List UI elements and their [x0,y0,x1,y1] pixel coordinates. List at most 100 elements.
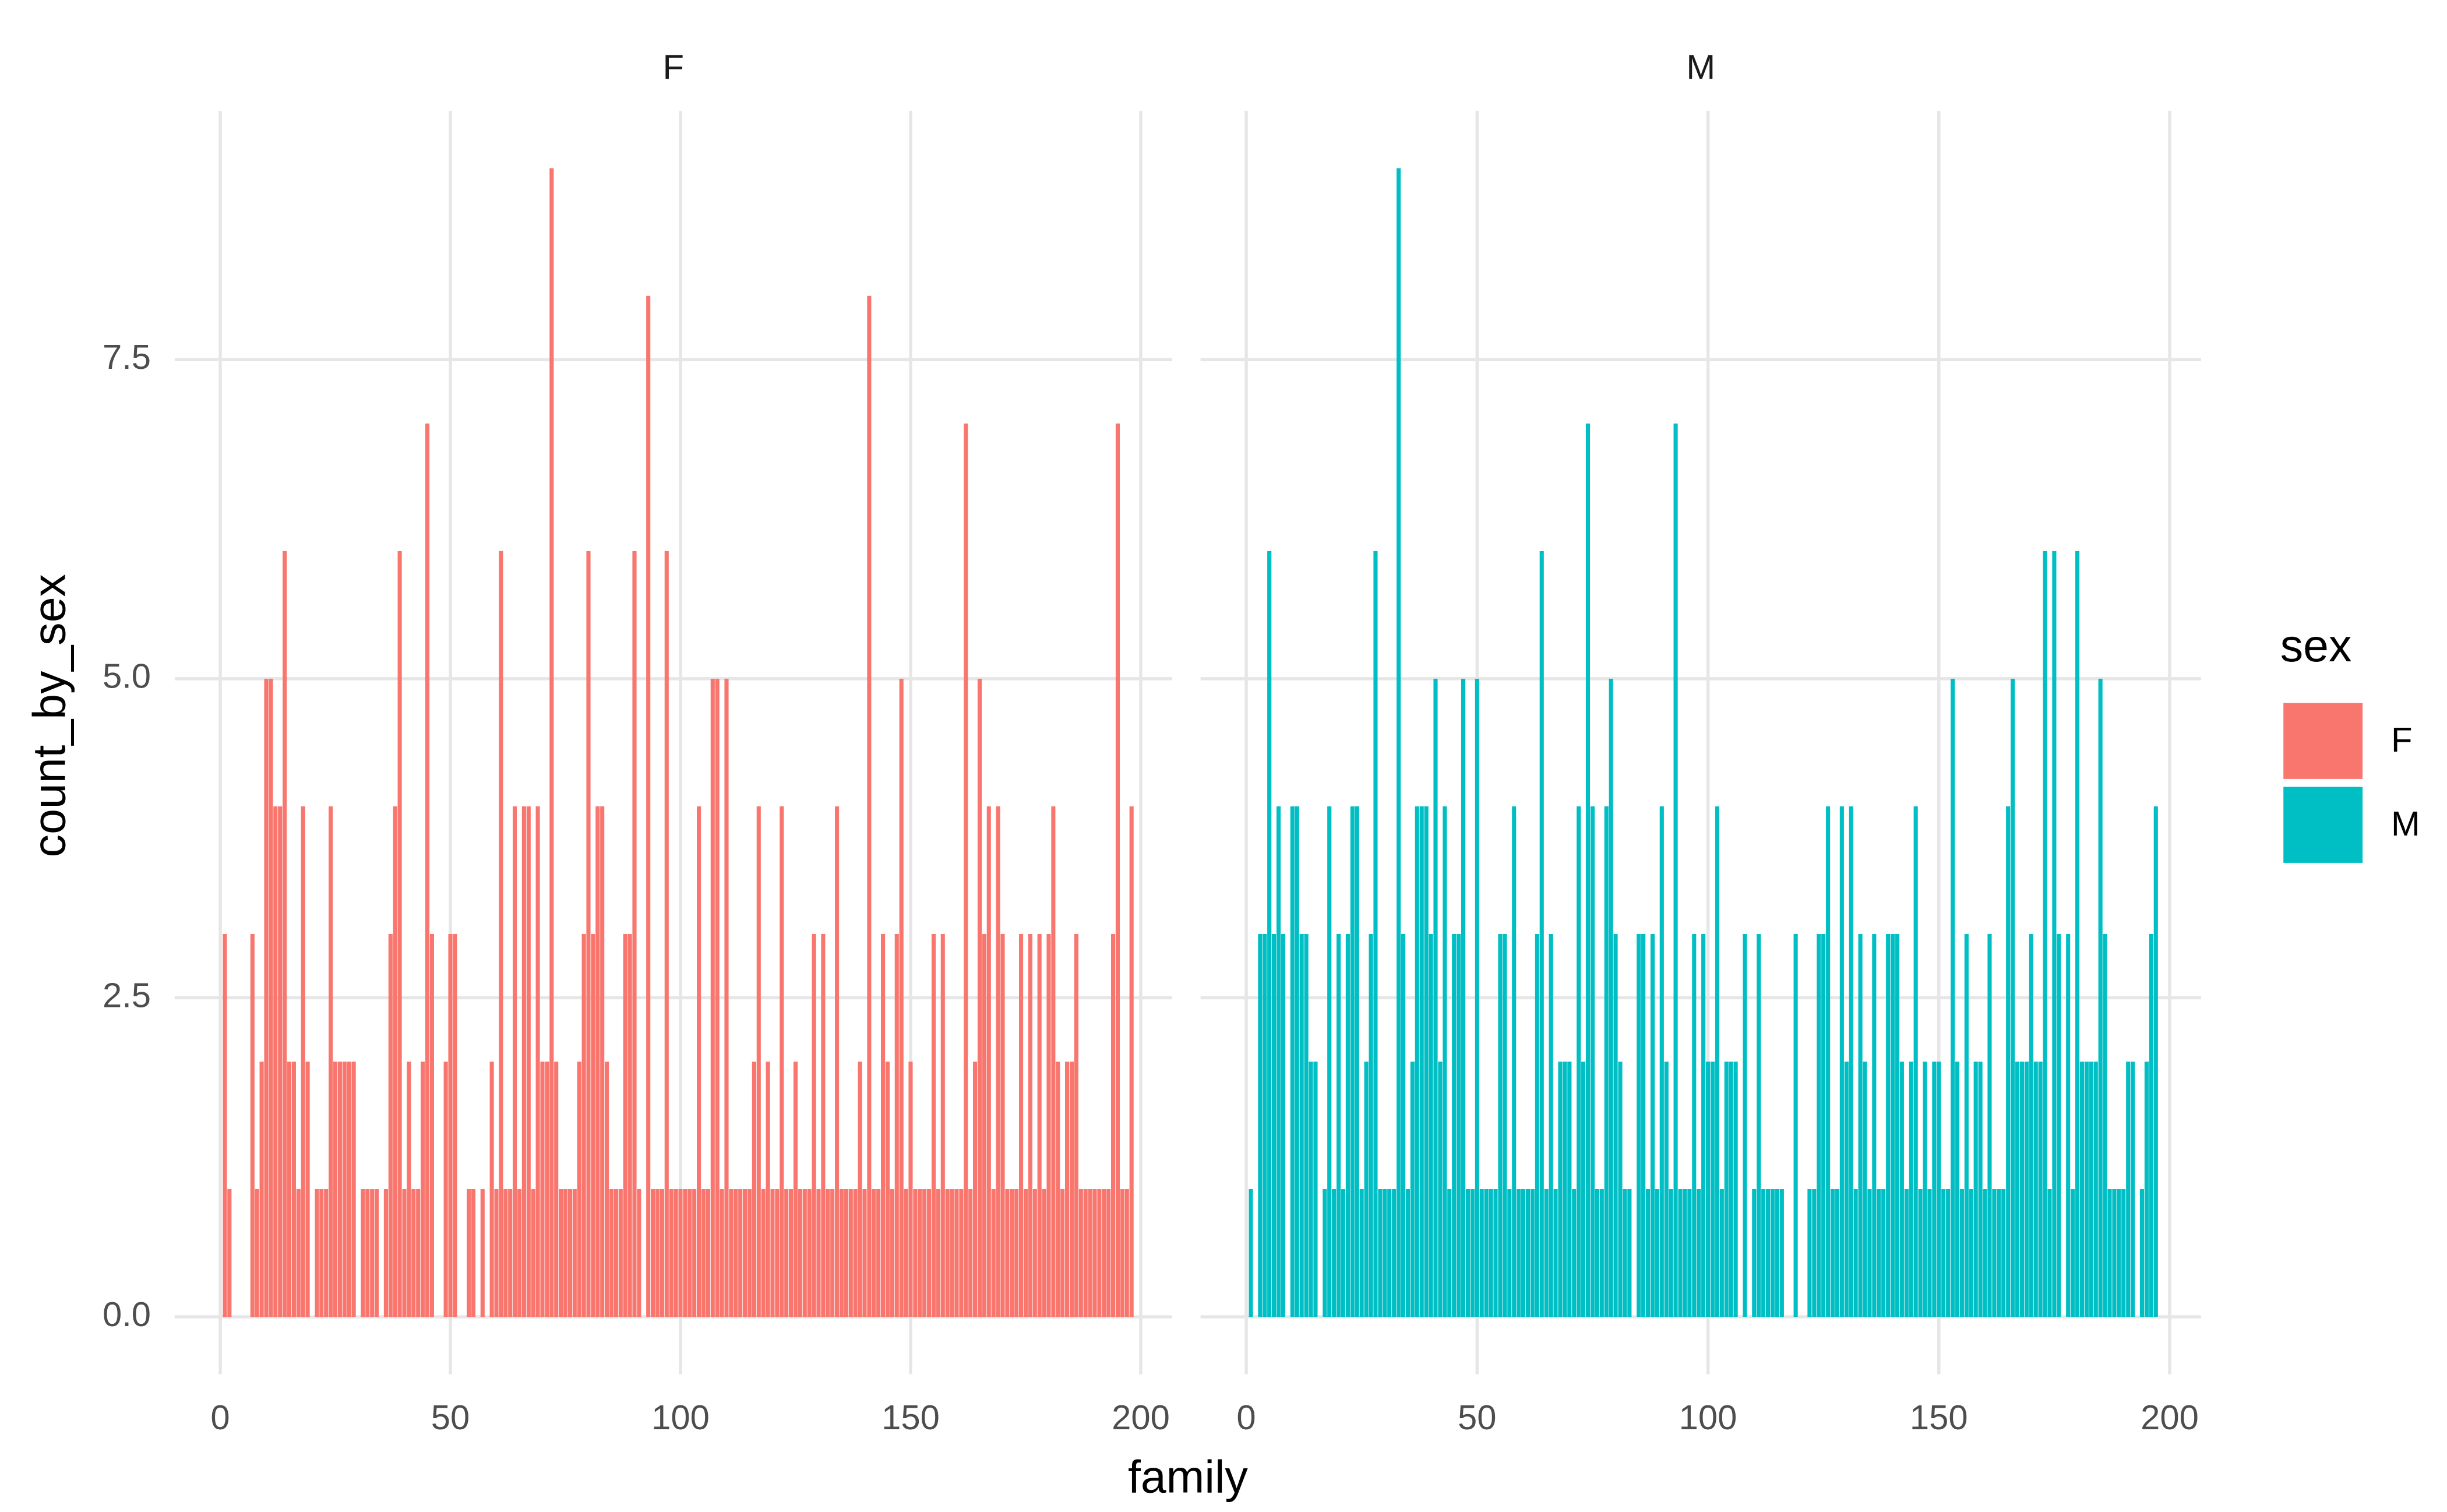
bar [1637,933,1641,1317]
bar [2079,1061,2085,1317]
bar [1877,1189,1881,1317]
bar [1987,933,1992,1317]
bar [1904,1189,1909,1317]
bar [761,1189,766,1317]
bar [1111,933,1116,1317]
bar [853,1189,858,1317]
bar [1290,806,1295,1317]
bar [1019,933,1024,1317]
bar [1733,1061,1738,1317]
bar [1817,933,1821,1317]
bar [1983,1189,1987,1317]
x-tick-label: 0 [1236,1398,1256,1437]
bar [1069,1061,1074,1317]
bar [1793,933,1798,1317]
bar [531,1189,535,1317]
bar [563,1189,568,1317]
bar [1844,1061,1849,1317]
bar [904,1189,908,1317]
bar [1457,933,1461,1317]
x-tick-label: 150 [1910,1398,1968,1437]
bar [1701,933,1706,1317]
bar [2089,1061,2093,1317]
bar [2153,806,2158,1317]
bar [513,806,517,1317]
bar [2033,1061,2038,1317]
bar [1627,1189,1632,1317]
bar [1941,1189,1946,1317]
bar [480,1189,485,1317]
bar [567,1189,572,1317]
bar [1078,1189,1083,1317]
bar [1964,933,1969,1317]
bar [1867,1189,1872,1317]
bar [1918,1189,1923,1317]
bar [986,806,991,1317]
bar [1503,933,1507,1317]
bar [227,1189,232,1317]
bar [1032,1189,1037,1317]
bar [489,1061,494,1317]
bar [2019,1061,2024,1317]
bar [669,1189,674,1317]
bar [1835,1189,1840,1317]
bar [2038,1061,2043,1317]
bar [259,1061,264,1317]
bar [503,1189,508,1317]
bar [2107,1189,2112,1317]
bar [1327,806,1332,1317]
bar [1010,1189,1014,1317]
bar [1535,933,1539,1317]
bar [1065,1061,1070,1317]
bar [1807,1189,1812,1317]
bar [1465,1189,1471,1317]
bar [683,1189,687,1317]
x-tick-label: 200 [2141,1398,2199,1437]
bar [605,1061,609,1317]
bar [839,1189,844,1317]
bar [1120,1189,1124,1317]
bar [250,933,255,1317]
bar [1489,1189,1493,1317]
bar [816,1189,821,1317]
bar [1272,933,1277,1317]
bar [540,1061,545,1317]
bar [1046,933,1051,1317]
bar [1051,806,1056,1317]
bar [1724,1061,1729,1317]
bar [2121,1189,2126,1317]
bar [973,1061,978,1317]
bar [383,1189,388,1317]
bar [766,1061,770,1317]
bar [319,1189,324,1317]
bar [453,933,457,1317]
bar [687,1189,692,1317]
bar [1881,1189,1886,1317]
bar [1479,1189,1484,1317]
bar [2024,1061,2029,1317]
bar [411,1189,416,1317]
bar [1650,933,1655,1317]
bar [2075,551,2080,1317]
bar [1761,1189,1766,1317]
bar [982,933,986,1317]
bar [1530,1189,1535,1317]
bar [1577,806,1581,1317]
bar [2052,551,2057,1317]
bar [664,551,669,1317]
bar [499,551,503,1317]
bar [1313,1061,1318,1317]
bar [1461,678,1466,1317]
bar [1826,806,1831,1317]
bar [1364,1061,1369,1317]
legend-label: M [2391,804,2420,843]
bar [2057,933,2061,1317]
facet-title: F [662,47,684,86]
bar [545,1061,549,1317]
bar [2098,678,2103,1317]
bar [2131,1061,2135,1317]
bar [1830,1189,1835,1317]
bar [1447,1189,1452,1317]
bar [283,551,287,1317]
bar [646,295,651,1317]
